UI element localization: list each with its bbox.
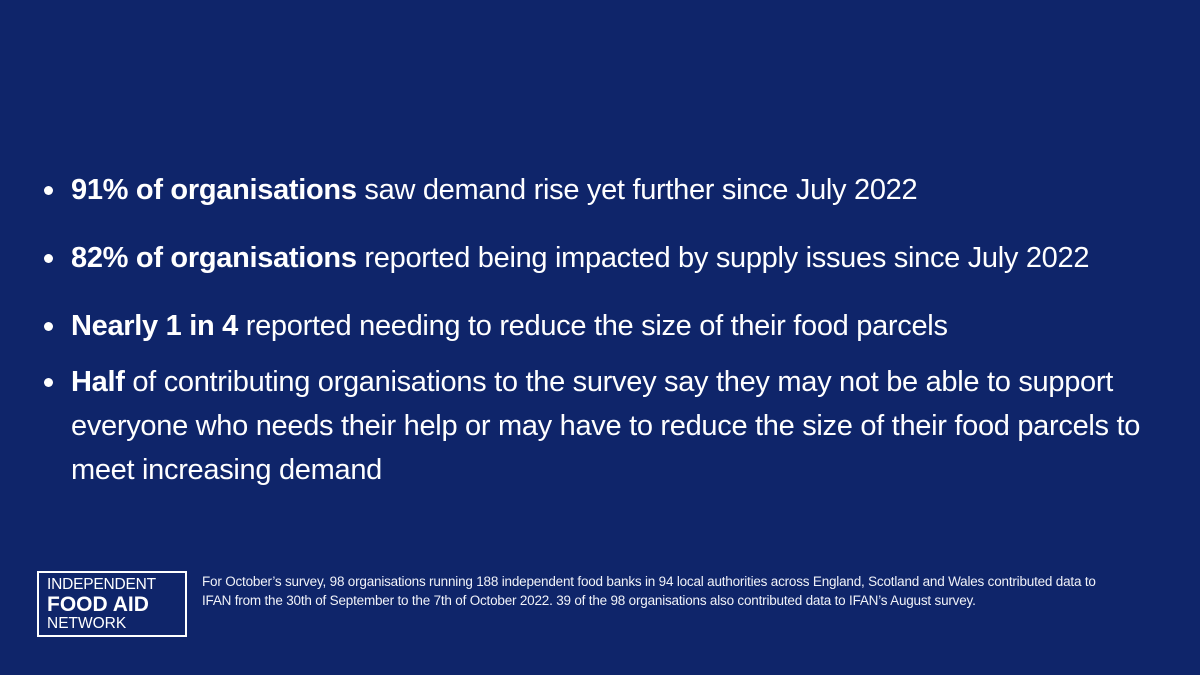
finding-highlight: 91% of organisations [71, 174, 357, 206]
finding-text: reported needing to reduce the size of t… [237, 310, 948, 342]
logo-line-2: FOOD AID [47, 592, 149, 616]
logo-line-3: NETWORK [47, 614, 127, 632]
finding-text: reported being impacted by supply issues… [356, 242, 1090, 274]
bullet-icon [44, 254, 53, 263]
finding-highlight: Nearly 1 in 4 [71, 310, 238, 342]
finding-text: of contributing organisations to the sur… [71, 366, 1141, 486]
finding-supply-issues: 82% of organisations reported being impa… [40, 236, 1190, 280]
bullet-icon [44, 378, 53, 387]
footer: INDEPENDENT FOOD AID NETWORK For October… [37, 571, 1200, 637]
finding-demand-rise: 91% of organisations saw demand rise yet… [40, 168, 1190, 212]
survey-footnote: For October’s survey, 98 organisations r… [202, 574, 1096, 608]
key-findings-list: 91% of organisations saw demand rise yet… [40, 168, 1190, 492]
finding-support-capacity: Half of contributing organisations to th… [40, 360, 1190, 492]
finding-highlight: Half [71, 366, 125, 398]
finding-highlight: 82% of organisations [71, 242, 357, 274]
ifan-logo: INDEPENDENT FOOD AID NETWORK [37, 571, 187, 637]
finding-text: saw demand rise yet further since July 2… [356, 174, 918, 206]
logo-line-1: INDEPENDENT [47, 576, 156, 593]
bullet-icon [44, 322, 53, 331]
finding-parcel-size: Nearly 1 in 4 reported needing to reduce… [40, 304, 1190, 348]
bullet-icon [44, 186, 53, 195]
